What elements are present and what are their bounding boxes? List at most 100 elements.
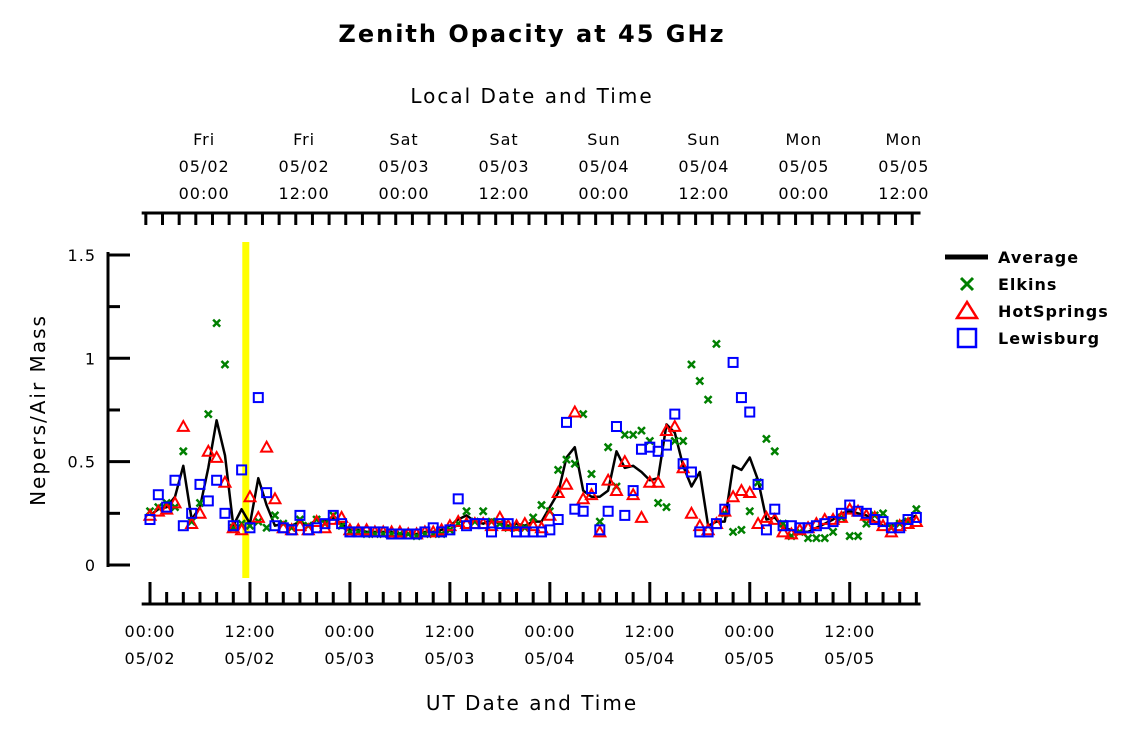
data-point-hotsprings bbox=[201, 443, 216, 457]
data-point-elkins bbox=[528, 513, 538, 522]
data-point-lewisburg bbox=[444, 524, 456, 536]
data-point-hotsprings bbox=[567, 404, 583, 418]
data-point-elkins bbox=[212, 318, 222, 328]
y-tick-label: 1 bbox=[85, 349, 96, 368]
data-point-lewisburg bbox=[827, 516, 839, 528]
data-point-hotsprings bbox=[459, 516, 474, 530]
data-point-hotsprings bbox=[867, 509, 882, 523]
legend-item-lewisburg: Lewisburg bbox=[956, 327, 1100, 349]
y-tick-label: 0.5 bbox=[68, 453, 96, 472]
data-point-lewisburg bbox=[727, 356, 739, 368]
data-point-lewisburg bbox=[594, 524, 606, 536]
data-point-lewisburg bbox=[244, 522, 256, 534]
data-point-hotsprings bbox=[342, 522, 358, 536]
data-point-elkins bbox=[570, 459, 580, 469]
data-point-hotsprings bbox=[609, 483, 624, 496]
data-point-lewisburg bbox=[561, 416, 572, 428]
data-point-lewisburg bbox=[327, 509, 339, 521]
data-point-elkins bbox=[270, 511, 280, 520]
top-tick-label: 05/02 bbox=[279, 157, 330, 176]
data-point-elkins bbox=[911, 504, 921, 514]
chart-title: Zenith Opacity at 45 GHz bbox=[338, 20, 725, 48]
bottom-tick-time: 00:00 bbox=[524, 622, 575, 641]
data-point-elkins bbox=[712, 339, 721, 349]
data-point-lewisburg bbox=[877, 516, 889, 528]
data-point-elkins bbox=[820, 533, 830, 543]
data-point-lewisburg bbox=[652, 445, 664, 457]
data-point-hotsprings bbox=[550, 485, 566, 499]
data-point-lewisburg bbox=[552, 514, 564, 526]
legend-swatch-triangle bbox=[954, 299, 980, 320]
legend-label: HotSprings bbox=[998, 302, 1109, 321]
top-tick-label: 12:00 bbox=[878, 184, 929, 203]
data-point-lewisburg bbox=[835, 507, 847, 519]
data-point-lewisburg bbox=[894, 522, 906, 534]
x-axis-title: UT Date and Time bbox=[426, 691, 638, 715]
data-point-hotsprings bbox=[251, 509, 266, 523]
top-tick-label: 12:00 bbox=[279, 184, 330, 203]
legend-item-hotsprings: HotSprings bbox=[954, 299, 1109, 321]
data-point-lewisburg bbox=[202, 495, 214, 507]
data-point-hotsprings bbox=[384, 524, 399, 538]
data-point-elkins bbox=[670, 436, 680, 446]
data-point-elkins bbox=[695, 376, 705, 386]
data-point-hotsprings bbox=[692, 518, 707, 532]
data-point-elkins bbox=[178, 446, 188, 456]
data-point-hotsprings bbox=[184, 516, 199, 530]
top-tick-label: 05/05 bbox=[878, 157, 929, 176]
data-point-hotsprings bbox=[159, 501, 174, 515]
top-tick-label: Fri bbox=[193, 130, 215, 149]
data-point-lewisburg bbox=[769, 503, 781, 515]
data-point-elkins bbox=[262, 523, 272, 533]
data-point-hotsprings bbox=[650, 474, 666, 488]
y-tick-label: 1.5 bbox=[68, 246, 96, 265]
data-point-lewisburg bbox=[544, 524, 556, 536]
data-point-elkins bbox=[195, 498, 205, 508]
bottom-tick-date: 05/04 bbox=[624, 649, 675, 668]
data-point-hotsprings bbox=[825, 511, 841, 525]
data-point-hotsprings bbox=[392, 524, 408, 538]
data-point-hotsprings bbox=[192, 505, 208, 519]
data-point-hotsprings bbox=[792, 522, 807, 536]
data-point-lewisburg bbox=[236, 464, 248, 476]
data-point-elkins bbox=[220, 360, 230, 369]
data-point-lewisburg bbox=[169, 474, 181, 486]
data-point-hotsprings bbox=[634, 509, 649, 523]
top-tick-label: 05/04 bbox=[578, 157, 629, 176]
data-point-hotsprings bbox=[259, 439, 274, 453]
data-point-elkins bbox=[553, 465, 563, 475]
top-tick-label: 12:00 bbox=[478, 184, 529, 203]
data-point-elkins bbox=[662, 502, 671, 512]
data-point-lewisburg bbox=[336, 518, 348, 530]
top-tick-label: 00:00 bbox=[179, 184, 230, 203]
legend-item-elkins: Elkins bbox=[959, 275, 1056, 294]
data-point-elkins bbox=[603, 442, 613, 452]
data-point-lewisburg bbox=[319, 518, 331, 530]
data-point-lewisburg bbox=[486, 526, 498, 538]
data-point-hotsprings bbox=[226, 520, 241, 534]
data-point-lewisburg bbox=[585, 483, 597, 495]
data-point-hotsprings bbox=[334, 509, 349, 523]
data-point-lewisburg bbox=[186, 507, 198, 519]
data-point-elkins bbox=[587, 469, 596, 479]
data-point-hotsprings bbox=[500, 518, 516, 532]
legend-label: Lewisburg bbox=[998, 329, 1100, 348]
data-point-hotsprings bbox=[292, 518, 308, 532]
data-point-hotsprings bbox=[209, 449, 224, 463]
bottom-tick-date: 05/03 bbox=[324, 649, 375, 668]
data-point-elkins bbox=[878, 508, 888, 518]
data-point-lewisburg bbox=[294, 509, 306, 521]
data-point-elkins bbox=[537, 500, 546, 510]
top-tick-label: 00:00 bbox=[379, 184, 430, 203]
data-point-lewisburg bbox=[261, 487, 273, 499]
top-tick-label: 05/03 bbox=[478, 157, 529, 176]
data-point-hotsprings bbox=[725, 489, 741, 503]
data-point-elkins bbox=[703, 395, 713, 405]
data-point-hotsprings bbox=[484, 518, 499, 532]
data-point-lewisburg bbox=[577, 505, 589, 517]
data-point-elkins bbox=[728, 527, 738, 537]
series-elkins bbox=[145, 318, 921, 543]
data-point-lewisburg bbox=[860, 507, 872, 519]
data-point-elkins bbox=[653, 498, 663, 508]
